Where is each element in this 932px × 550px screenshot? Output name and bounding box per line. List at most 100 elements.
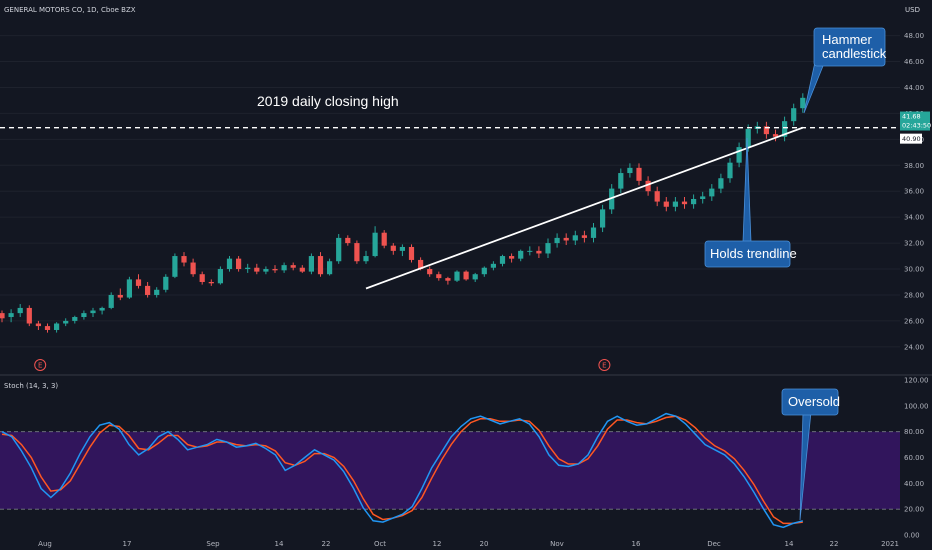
candle-body <box>645 180 651 192</box>
trendline-callout-text: Holds trendline <box>710 246 797 261</box>
earnings-marker[interactable]: E <box>598 359 611 371</box>
time-axis: Aug 17 Sep 14 22 Oct 12 20 Nov 16 Dec 14 22 2021 <box>38 540 899 548</box>
candle-body <box>363 256 369 262</box>
candle-body <box>600 209 606 228</box>
stoch-axis: 0.00 20.00 40.00 60.00 80.00 100.00 120.00 <box>904 377 929 540</box>
candle-body <box>99 307 105 311</box>
candle-body <box>481 267 487 275</box>
candle-body <box>663 201 669 207</box>
price-tick-label: 30.00 <box>904 266 924 274</box>
candle-body <box>290 265 296 268</box>
stoch-tick-label: 100.00 <box>904 402 929 410</box>
earnings-marker[interactable]: E <box>34 359 47 371</box>
time-tick-label: 14 <box>275 540 284 548</box>
price-tick-label: 36.00 <box>904 188 924 196</box>
time-tick-label: Sep <box>206 540 220 548</box>
candle-body <box>800 97 806 109</box>
candle-body <box>108 294 114 308</box>
candle-body <box>791 108 797 122</box>
candle-body <box>390 245 396 251</box>
candle-body <box>700 196 706 199</box>
candle-body <box>54 323 60 330</box>
candle-body <box>691 198 697 205</box>
candle-body <box>44 326 51 330</box>
price-tick-label: 44.00 <box>904 84 924 92</box>
candle-body <box>354 243 360 262</box>
trendline <box>365 126 804 290</box>
candle-body <box>236 258 242 270</box>
candle-body <box>782 121 788 137</box>
hammer-callout: Hammer candlestick <box>803 27 887 114</box>
candle-body <box>627 167 633 174</box>
candlestick-series <box>0 93 806 333</box>
candle-body <box>618 173 624 189</box>
candle-body <box>454 271 460 281</box>
candle-body <box>8 313 14 318</box>
candle-body <box>299 267 305 272</box>
candle-body <box>590 227 597 238</box>
price-tick-label: 46.00 <box>904 58 924 66</box>
candle-body <box>554 237 560 244</box>
candle-body <box>772 134 779 137</box>
time-tick-label: 16 <box>632 540 641 548</box>
candle-body <box>72 317 78 321</box>
time-tick-label: Oct <box>374 540 386 548</box>
candle-body <box>336 237 342 262</box>
candle-body <box>126 279 132 298</box>
candle-body <box>281 265 287 271</box>
time-tick-label: Nov <box>550 540 564 548</box>
candle-body <box>709 188 715 197</box>
time-tick-label: Aug <box>38 540 52 548</box>
candle-body <box>245 267 251 270</box>
trendline-callout: Holds trendline <box>704 137 797 268</box>
stoch-k-line <box>1 412 803 529</box>
candle-body <box>427 269 433 275</box>
candle-body <box>35 323 41 327</box>
candle-body <box>117 294 123 298</box>
candle-body <box>135 279 142 286</box>
stoch-d-line <box>1 415 803 525</box>
price-tick-label: 26.00 <box>904 317 924 325</box>
candle-body <box>399 246 405 251</box>
candle-body <box>436 274 442 279</box>
candle-body <box>545 243 551 254</box>
candle-body <box>527 250 533 252</box>
last-price-box <box>900 111 930 131</box>
candle-body <box>408 246 415 260</box>
candle-body <box>572 235 578 241</box>
candle-body <box>536 250 542 254</box>
candle-body <box>718 178 724 189</box>
time-tick-label: 14 <box>785 540 794 548</box>
candle-body <box>581 235 587 238</box>
price-axis: 24.00 26.00 28.00 30.00 32.00 34.00 36.00 38.00… <box>904 32 924 351</box>
indicator-title: Stoch (14, 3, 3) <box>4 382 58 390</box>
countdown-label: 02:43:50 <box>902 122 931 130</box>
candle-body <box>190 262 196 275</box>
stoch-tick-label: 60.00 <box>904 454 924 462</box>
candle-body <box>518 250 524 259</box>
candle-body <box>727 162 733 179</box>
candle-body <box>681 201 688 205</box>
candle-body <box>636 167 642 181</box>
candle-body <box>418 259 424 270</box>
symbol-title: GENERAL MOTORS CO, 1D, Cboe BZX <box>4 6 136 14</box>
price-grid <box>0 35 900 348</box>
price-tick-label: 34.00 <box>904 214 924 222</box>
time-tick-label: 22 <box>322 540 331 548</box>
candle-body <box>381 232 387 246</box>
candle-body <box>345 237 351 244</box>
candle-body <box>509 256 515 259</box>
candle-body <box>172 256 178 277</box>
time-tick-label: 12 <box>433 540 442 548</box>
candle-body <box>654 191 660 202</box>
candle-body <box>609 188 615 210</box>
candle-body <box>563 237 569 241</box>
candle-body <box>226 258 233 270</box>
candle-body <box>472 274 478 280</box>
stoch-band <box>0 431 900 510</box>
stoch-tick-label: 40.00 <box>904 480 924 488</box>
time-tick-label: 2021 <box>881 540 899 548</box>
candle-body <box>90 310 96 314</box>
oversold-callout-text: Oversold <box>788 394 840 409</box>
